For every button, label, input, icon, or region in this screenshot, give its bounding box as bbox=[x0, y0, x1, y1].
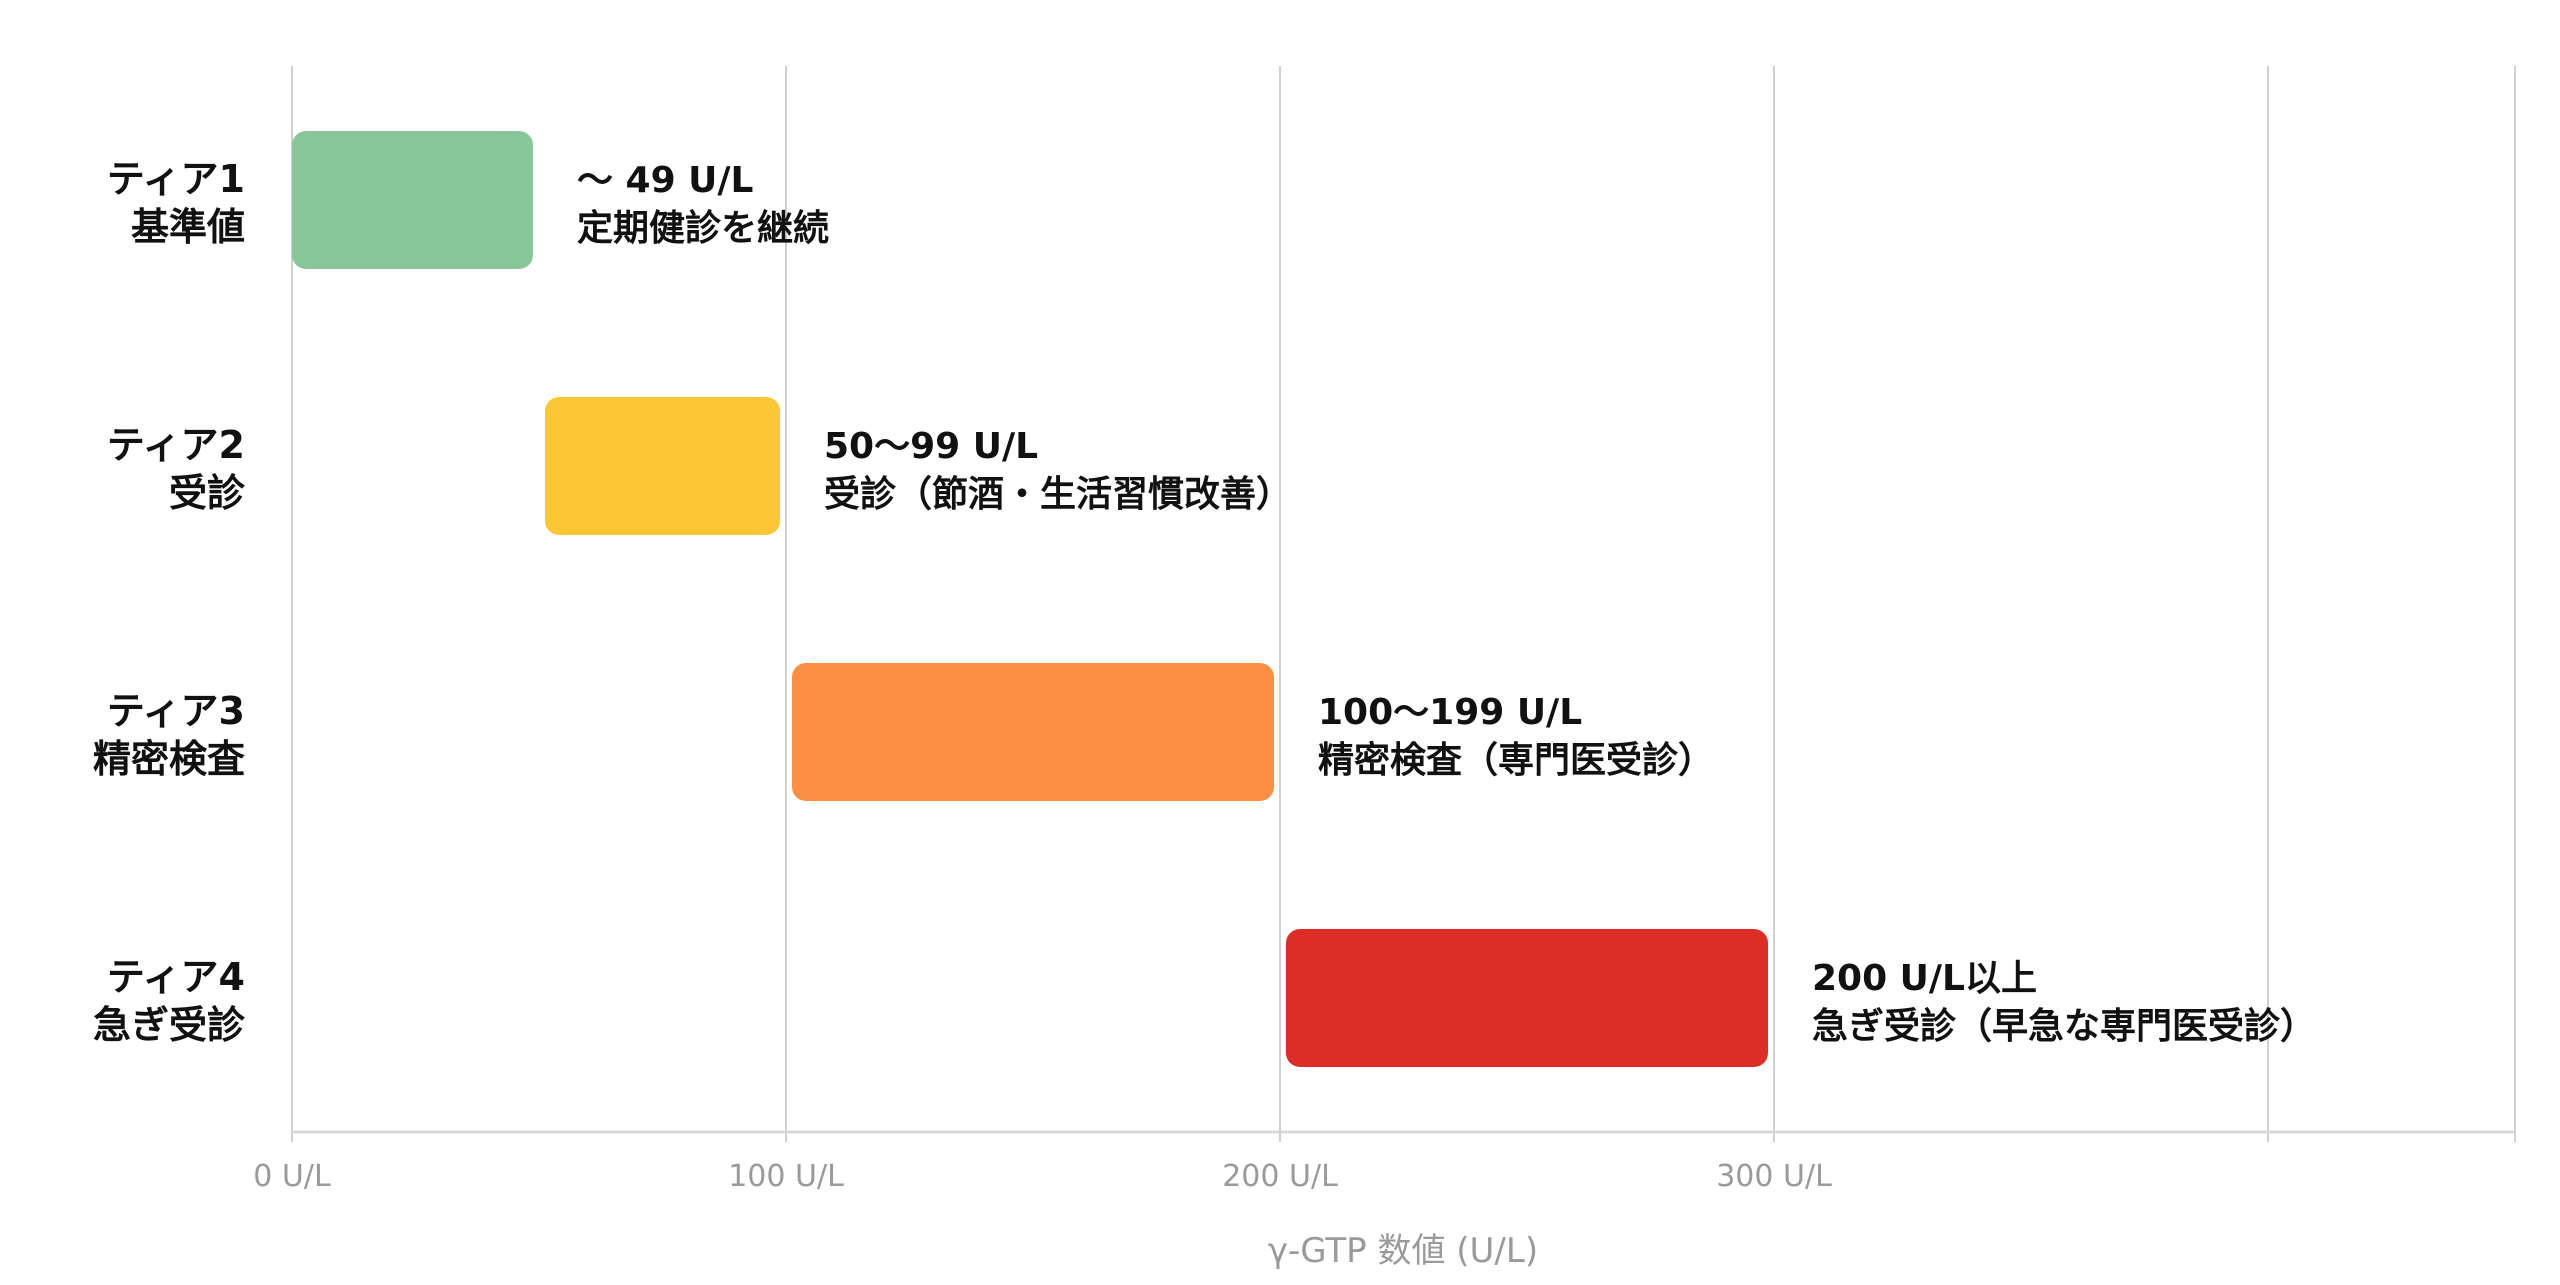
x-tick-label: 0 U/L bbox=[253, 1159, 331, 1194]
tier-name: 受診 bbox=[169, 471, 245, 515]
range-label: 200 U/L以上 bbox=[1812, 958, 2037, 999]
tier-label: ティア1 bbox=[107, 157, 245, 201]
range-label: 100～199 U/L bbox=[1318, 692, 1582, 733]
action-label: 定期健診を継続 bbox=[577, 208, 829, 249]
tier-name: 精密検査 bbox=[93, 737, 245, 781]
tier-bar bbox=[292, 131, 533, 269]
x-tick-label: 200 U/L bbox=[1222, 1159, 1338, 1194]
range-label: ～ 49 U/L bbox=[577, 160, 754, 201]
tier-label: ティア4 bbox=[107, 955, 245, 999]
x-axis-title: γ-GTP 数値 (U/L) bbox=[1268, 1231, 1538, 1271]
tier-bar bbox=[792, 663, 1274, 801]
action-label: 急ぎ受診（早急な専門医受診） bbox=[1812, 1006, 2316, 1047]
action-label: 精密検査（専門医受診） bbox=[1318, 739, 1714, 781]
tier-name: 急ぎ受診 bbox=[93, 1003, 245, 1047]
tier-bar bbox=[545, 397, 780, 535]
range-label: 50～99 U/L bbox=[824, 426, 1038, 467]
action-label: 受診（節酒・生活習慣改善） bbox=[824, 474, 1292, 515]
tier-label: ティア2 bbox=[107, 423, 245, 467]
tier-bar bbox=[1286, 929, 1768, 1067]
tier-name: 基準値 bbox=[131, 205, 245, 249]
x-tick-label: 300 U/L bbox=[1716, 1159, 1832, 1194]
x-tick-label: 100 U/L bbox=[728, 1159, 844, 1194]
tier-label: ティア3 bbox=[107, 689, 245, 733]
